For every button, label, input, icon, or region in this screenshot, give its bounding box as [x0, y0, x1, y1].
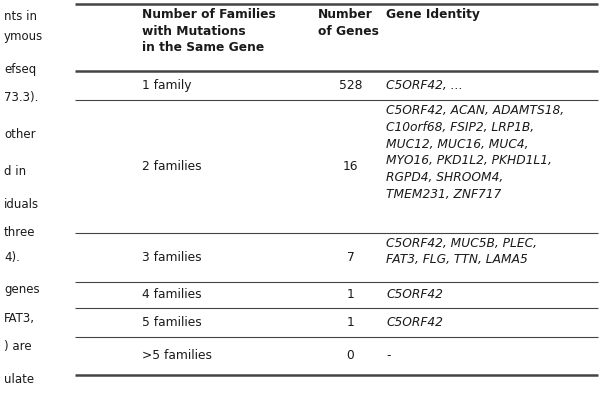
- Text: Gene Identity: Gene Identity: [386, 8, 480, 21]
- Text: C5ORF42: C5ORF42: [386, 288, 443, 301]
- Text: 5 families: 5 families: [142, 316, 202, 329]
- Text: >5 families: >5 families: [142, 350, 212, 362]
- Text: ulate: ulate: [4, 373, 34, 386]
- Text: 4).: 4).: [4, 251, 20, 264]
- Text: 3 families: 3 families: [142, 251, 202, 264]
- Text: genes: genes: [4, 283, 40, 296]
- Text: C5ORF42: C5ORF42: [386, 316, 443, 329]
- Text: 0: 0: [347, 350, 355, 362]
- Text: 4 families: 4 families: [142, 288, 202, 301]
- Text: C5ORF42, …: C5ORF42, …: [386, 79, 463, 92]
- Text: C5ORF42, MUC5B, PLEC,
FAT3, FLG, TTN, LAMA5: C5ORF42, MUC5B, PLEC, FAT3, FLG, TTN, LA…: [386, 237, 537, 266]
- Text: nts in: nts in: [4, 10, 37, 23]
- Text: 528: 528: [339, 79, 362, 92]
- Text: ymous: ymous: [4, 30, 43, 43]
- Text: 2 families: 2 families: [142, 160, 202, 173]
- Text: C5ORF42, ACAN, ADAMTS18,
C10orf68, FSIP2, LRP1B,
MUC12, MUC16, MUC4,
MYO16, PKD1: C5ORF42, ACAN, ADAMTS18, C10orf68, FSIP2…: [386, 104, 565, 201]
- Text: efseq: efseq: [4, 63, 36, 76]
- Text: 1: 1: [347, 316, 355, 329]
- Text: three: three: [4, 226, 35, 239]
- Text: 16: 16: [343, 160, 358, 173]
- Text: ) are: ) are: [4, 340, 32, 353]
- Text: d in: d in: [4, 165, 26, 178]
- Text: iduals: iduals: [4, 197, 39, 211]
- Text: 7: 7: [347, 251, 355, 264]
- Text: other: other: [4, 128, 35, 141]
- Text: FAT3,: FAT3,: [4, 312, 35, 325]
- Text: 1 family: 1 family: [142, 79, 191, 92]
- Text: Number of Families
with Mutations
in the Same Gene: Number of Families with Mutations in the…: [142, 8, 275, 54]
- Text: 1: 1: [347, 288, 355, 301]
- Text: -: -: [386, 350, 391, 362]
- Text: 73.3).: 73.3).: [4, 91, 38, 104]
- Text: Number
of Genes: Number of Genes: [318, 8, 379, 38]
